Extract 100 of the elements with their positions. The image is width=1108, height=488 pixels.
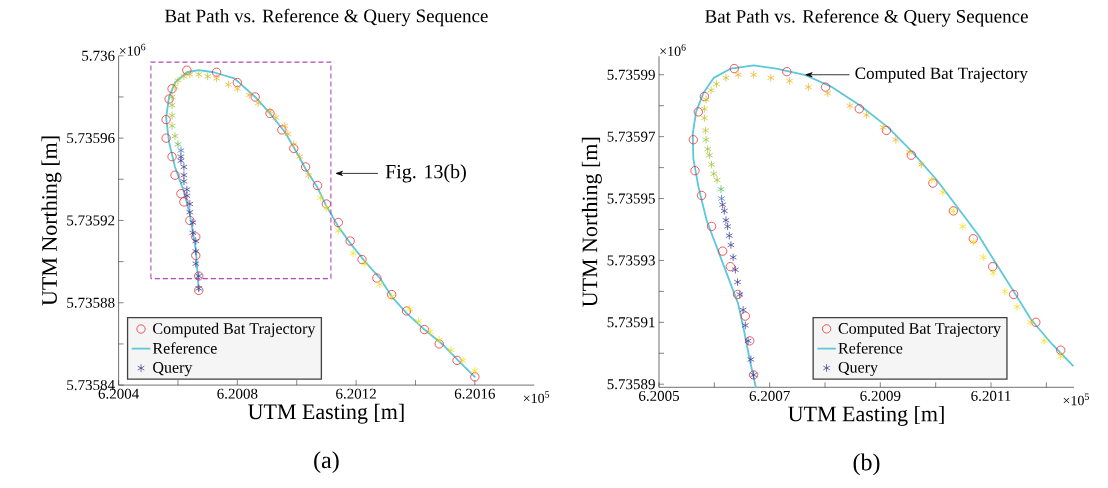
point: [186, 208, 194, 217]
point: [345, 236, 355, 246]
point: [740, 311, 750, 321]
point: [171, 131, 179, 141]
point: [820, 82, 831, 92]
point: [174, 76, 182, 85]
point: [250, 92, 260, 102]
text: ×10$^{6}$: [119, 43, 146, 56]
point: [168, 92, 176, 102]
x-tick-label: 6.2012: [336, 388, 376, 399]
point: [168, 121, 176, 130]
point: [167, 84, 177, 94]
point: [254, 98, 262, 108]
point: [700, 104, 709, 113]
point: [717, 185, 725, 194]
point: [224, 80, 233, 89]
point: [245, 90, 253, 100]
x-tick-label: 6.2011: [971, 390, 1011, 402]
x-axis-title: UTM Easting [m]: [248, 403, 404, 424]
legend-label: Query: [838, 361, 878, 376]
point: [767, 73, 775, 83]
y-tick-label: 5.73588: [67, 297, 115, 308]
legend-label: Reference: [838, 342, 903, 354]
point: [712, 79, 721, 89]
point: [725, 231, 733, 240]
point: [1056, 345, 1066, 355]
point: [718, 246, 728, 256]
point: [301, 162, 311, 172]
y-tick-label: 5.73596: [67, 133, 115, 144]
text: (b): [853, 453, 880, 476]
x-tick-label: 6.2008: [217, 388, 258, 399]
point: [804, 82, 813, 92]
point: [1026, 318, 1034, 327]
point: [289, 143, 299, 153]
y-tick-label: 5.73599: [607, 69, 655, 80]
point: [988, 262, 998, 272]
point: [170, 170, 180, 180]
point: [917, 160, 925, 169]
point: [722, 73, 730, 83]
point: [892, 135, 900, 144]
x-tick-label: 6.2016: [454, 388, 496, 399]
chart-title: Bat Path vs. Reference & Query Sequence: [705, 9, 1028, 27]
point: [180, 170, 188, 180]
point: [697, 190, 707, 201]
point: [312, 180, 323, 191]
point: [401, 306, 412, 316]
text: ×10$^{5}$: [523, 391, 550, 404]
point: [471, 366, 479, 375]
x-tick-label: 6.2005: [639, 390, 680, 402]
point: [168, 111, 176, 120]
point: [177, 146, 185, 155]
point: [414, 317, 423, 326]
point: [739, 305, 747, 315]
point: [862, 110, 871, 120]
point: [161, 115, 171, 125]
point: [361, 259, 369, 268]
point: [349, 249, 357, 258]
point: [959, 222, 967, 231]
point: [881, 125, 892, 136]
x-tick-label: 6.2009: [860, 390, 901, 402]
point: [191, 250, 201, 261]
y-tick-label: 5.73592: [67, 215, 115, 226]
point: [1009, 289, 1019, 300]
point: [459, 356, 467, 365]
point: [707, 221, 717, 231]
point: [192, 247, 200, 256]
annotation: Computed Bat Trajectory: [855, 67, 1028, 83]
point: [731, 265, 740, 274]
point: [1031, 317, 1041, 327]
legend-label: Query: [153, 362, 193, 377]
point: [233, 84, 242, 93]
point: [211, 67, 222, 77]
point: [879, 123, 887, 132]
point: [376, 280, 384, 289]
point: [702, 135, 710, 144]
text: (a): [314, 451, 339, 474]
text: ×10$^{6}$: [660, 44, 686, 56]
chart-title: Bat Path vs. Reference & Query Sequence: [164, 8, 488, 27]
point: [357, 254, 367, 265]
point: [782, 67, 792, 77]
point: [688, 135, 698, 145]
point: [702, 95, 710, 104]
point: [426, 327, 434, 336]
annotation: Fig. 13(b): [385, 164, 466, 183]
point: [192, 259, 200, 268]
point: [232, 77, 242, 88]
point: [177, 152, 185, 161]
point: [167, 152, 177, 162]
point: [690, 166, 700, 176]
point: [699, 91, 709, 102]
legend-label: Computed Bat Trajectory: [153, 322, 316, 338]
point: [701, 126, 710, 135]
point: [785, 76, 794, 86]
point: [372, 273, 382, 283]
point: [191, 232, 201, 242]
point: [195, 70, 203, 79]
point: [470, 372, 480, 382]
point: [212, 74, 221, 83]
point: [700, 113, 709, 123]
point: [304, 170, 313, 180]
